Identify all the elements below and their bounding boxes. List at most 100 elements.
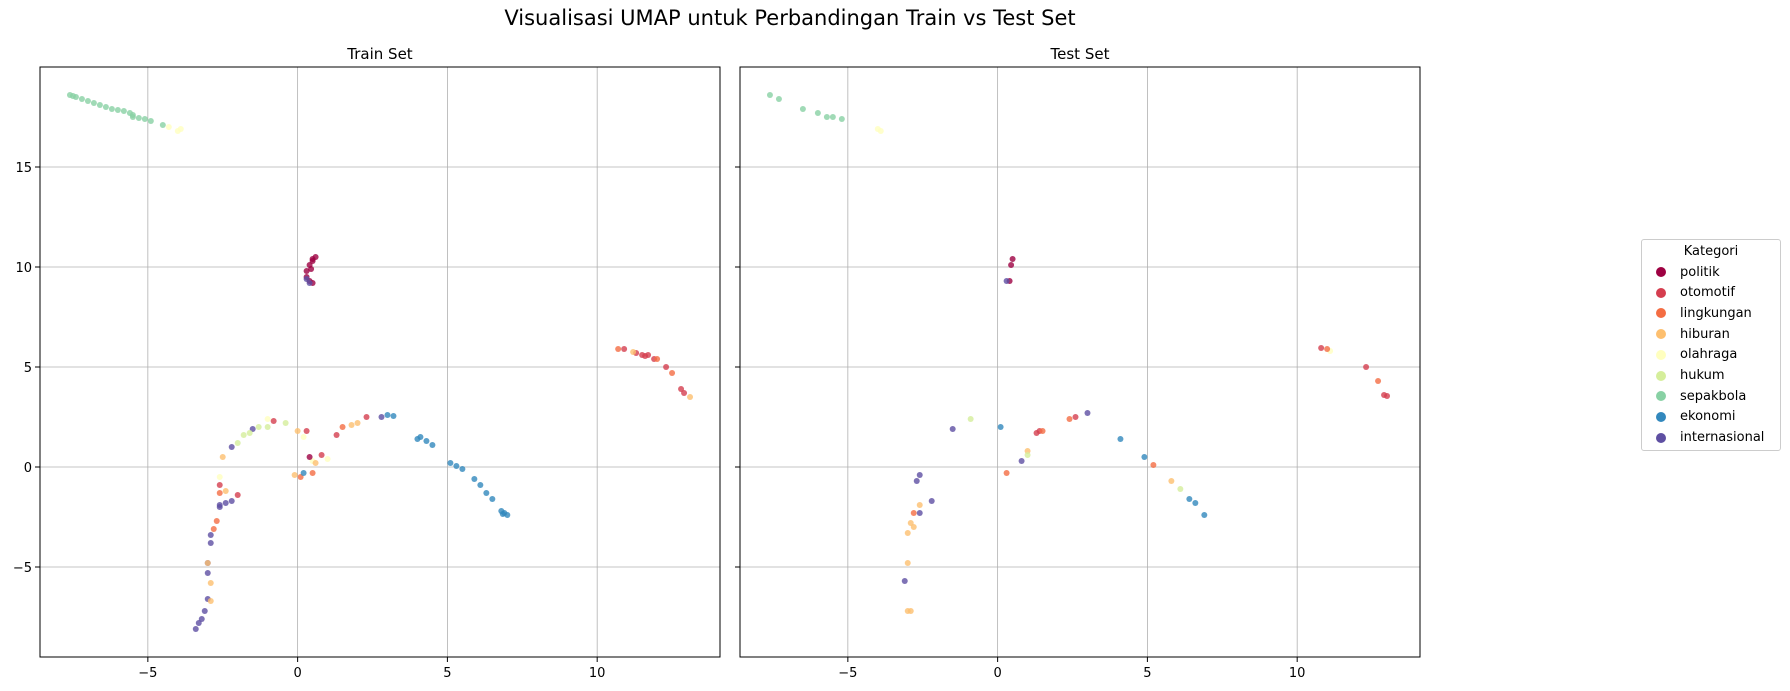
point-olahraga <box>877 128 884 134</box>
point-lingkungan <box>1039 428 1046 434</box>
axes-frame <box>739 66 1421 658</box>
point-lingkungan <box>654 356 661 362</box>
legend-item-ekonomi: ekonomi <box>1656 408 1736 426</box>
point-lingkungan <box>216 490 223 496</box>
point-internasional <box>1018 458 1025 464</box>
x-tick-label: 0 <box>993 666 1001 681</box>
x-tick-label: 5 <box>443 666 451 681</box>
point-internasional <box>228 498 235 504</box>
legend-label: sepakbola <box>1680 388 1747 404</box>
point-hiburan <box>1168 478 1175 484</box>
legend-marker-otomotif <box>1656 287 1666 298</box>
point-internasional <box>216 502 223 508</box>
point-otomotif <box>642 353 649 359</box>
point-ekonomi <box>414 436 421 442</box>
x-tick-label: 5 <box>1143 666 1151 681</box>
legend-label: lingkungan <box>1680 305 1752 321</box>
point-hiburan <box>312 460 319 466</box>
axes-frame <box>39 66 721 658</box>
point-sepakbola <box>96 102 103 108</box>
point-sepakbola <box>120 108 127 114</box>
point-otomotif <box>270 418 277 424</box>
point-hiburan <box>219 454 226 460</box>
point-sepakbola <box>766 92 773 98</box>
point-hukum <box>255 424 262 430</box>
legend-label: hukum <box>1680 368 1725 383</box>
point-ekonomi <box>429 442 436 448</box>
point-hukum <box>246 430 253 436</box>
legend-label: internasional <box>1680 430 1765 446</box>
point-otomotif <box>318 452 325 458</box>
point-otomotif <box>216 482 223 488</box>
point-internasional <box>928 498 935 504</box>
legend-label: politik <box>1680 264 1720 280</box>
legend-marker-hukum <box>1656 370 1666 381</box>
y-tick-label: 10 <box>15 261 32 276</box>
point-sepakbola <box>69 93 76 99</box>
point-hukum <box>264 424 271 430</box>
point-sepakbola <box>90 100 97 106</box>
legend-label: hiburan <box>1680 326 1730 342</box>
point-lingkungan <box>1066 416 1073 422</box>
point-hiburan <box>630 349 637 355</box>
y-tick-label: 5 <box>24 361 32 376</box>
point-hukum <box>1024 452 1031 458</box>
point-hiburan <box>207 598 214 604</box>
point-ekonomi <box>384 412 391 418</box>
point-ekonomi <box>499 511 506 517</box>
legend-marker-ekonomi <box>1656 411 1666 422</box>
point-ekonomi <box>471 476 478 482</box>
point-hiburan <box>916 502 923 508</box>
point-internasional <box>201 608 208 614</box>
legend-item-otomotif: otomotif <box>1656 284 1735 302</box>
point-internasional <box>378 414 385 420</box>
point-sepakbola <box>135 115 142 121</box>
legend-item-politik: politik <box>1656 263 1720 281</box>
point-sepakbola <box>114 107 121 113</box>
point-politik <box>309 258 316 264</box>
x-tick-label: −5 <box>138 666 157 681</box>
point-hiburan <box>291 472 298 478</box>
point-politik <box>306 454 313 460</box>
point-lingkungan <box>339 424 346 430</box>
point-ekonomi <box>477 482 484 488</box>
point-lingkungan <box>1150 462 1157 468</box>
point-sepakbola <box>799 106 806 112</box>
point-hiburan <box>354 420 361 426</box>
point-otomotif <box>1072 414 1079 420</box>
point-lingkungan <box>669 370 676 376</box>
point-sepakbola <box>78 96 85 102</box>
point-internasional <box>916 510 923 516</box>
point-hiburan <box>910 524 917 530</box>
point-ekonomi <box>447 460 454 466</box>
point-hiburan <box>904 530 911 536</box>
point-internasional <box>207 532 214 538</box>
point-internasional <box>901 578 908 584</box>
legend: Kategori politik otomotif lingkungan hibura… <box>1641 239 1781 451</box>
point-otomotif <box>333 432 340 438</box>
point-hukum <box>234 440 241 446</box>
point-hukum <box>282 420 289 426</box>
point-ekonomi <box>1141 454 1148 460</box>
point-hiburan <box>222 488 229 494</box>
point-lingkungan <box>1003 470 1010 476</box>
legend-item-hiburan: hiburan <box>1656 325 1730 343</box>
point-hiburan <box>348 422 355 428</box>
legend-item-lingkungan: lingkungan <box>1656 304 1752 322</box>
point-olahraga <box>324 456 331 462</box>
point-ekonomi <box>489 496 496 502</box>
point-sepakbola <box>129 112 136 118</box>
point-otomotif <box>1384 393 1391 399</box>
point-otomotif <box>303 428 310 434</box>
point-sepakbola <box>84 98 91 104</box>
point-ekonomi <box>423 438 430 444</box>
point-sepakbola <box>838 116 845 122</box>
point-sepakbola <box>775 96 782 102</box>
point-internasional <box>1084 410 1091 416</box>
point-internasional <box>949 426 956 432</box>
x-tick-label: −5 <box>838 666 857 681</box>
point-internasional <box>1003 278 1010 284</box>
point-otomotif <box>681 390 688 396</box>
legend-item-internasional: internasional <box>1656 429 1764 447</box>
point-otomotif <box>234 492 241 498</box>
